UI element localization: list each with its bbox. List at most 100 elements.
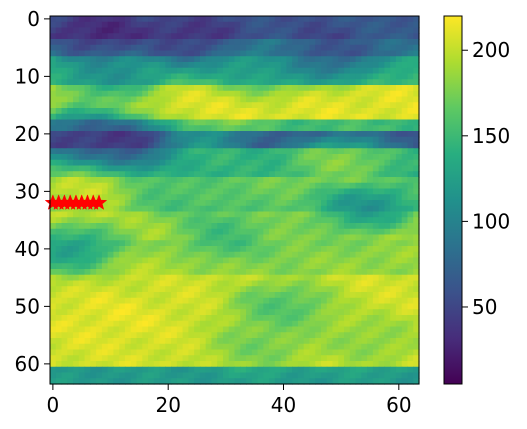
heatmap-cell	[246, 39, 253, 46]
heatmap-cell	[395, 67, 403, 75]
heatmap-cell	[395, 56, 403, 63]
heatmap-cell	[73, 315, 80, 322]
heatmap-cell	[107, 73, 115, 80]
heatmap-cell	[211, 366, 218, 374]
heatmap-cell	[107, 194, 115, 201]
heatmap-cell	[326, 217, 334, 224]
heatmap-cell	[274, 39, 282, 46]
heatmap-cell	[286, 263, 293, 270]
heatmap-cell	[130, 85, 138, 92]
heatmap-cell	[78, 67, 86, 75]
heatmap-cell	[50, 269, 57, 276]
heatmap-cell	[50, 90, 57, 98]
heatmap-cell	[119, 280, 126, 287]
heatmap-cell	[119, 50, 126, 57]
heatmap-cell	[263, 292, 270, 299]
heatmap-cell	[211, 16, 218, 23]
heatmap-cell	[78, 315, 86, 322]
heatmap-cell	[130, 292, 138, 299]
heatmap-cell	[349, 154, 357, 161]
heatmap-cell	[292, 125, 299, 132]
heatmap-cell	[142, 361, 149, 368]
heatmap-cell	[349, 366, 357, 374]
heatmap-cell	[90, 96, 97, 103]
heatmap-cell	[119, 33, 126, 40]
heatmap-cell	[378, 90, 386, 98]
heatmap-cell	[113, 182, 120, 190]
heatmap-cell	[165, 263, 172, 270]
heatmap-cell	[199, 177, 207, 184]
heatmap-cell	[78, 378, 86, 385]
heatmap-cell	[96, 113, 103, 121]
heatmap-cell	[292, 73, 299, 80]
heatmap-cell	[67, 292, 74, 299]
heatmap-cell	[263, 113, 270, 121]
heatmap-cell	[101, 44, 109, 52]
heatmap-cell	[182, 200, 189, 207]
heatmap-cell	[90, 217, 97, 224]
heatmap-cell	[297, 228, 305, 236]
heatmap-cell	[413, 320, 420, 328]
heatmap-cell	[217, 90, 224, 98]
heatmap-cell	[142, 125, 149, 132]
heatmap-cell	[67, 188, 74, 195]
heatmap-cell	[217, 44, 224, 52]
heatmap-cell	[315, 79, 322, 86]
heatmap-cell	[297, 62, 305, 69]
heatmap-cell	[217, 27, 224, 34]
heatmap-cell	[286, 73, 293, 80]
heatmap-cell	[332, 56, 339, 63]
heatmap-cell	[344, 194, 351, 201]
heatmap-cell	[246, 165, 253, 172]
heatmap-cell	[124, 102, 132, 109]
heatmap-cell	[96, 142, 103, 149]
heatmap-cell	[240, 274, 247, 282]
heatmap-cell	[361, 125, 368, 132]
heatmap-cell	[205, 194, 213, 201]
heatmap-cell	[130, 355, 138, 362]
heatmap-cell	[165, 50, 172, 57]
heatmap-cell	[251, 113, 259, 121]
heatmap-cell	[50, 355, 57, 362]
heatmap-cell	[372, 171, 380, 178]
heatmap-cell	[257, 171, 264, 178]
heatmap-cell	[130, 211, 138, 218]
heatmap-cell	[199, 205, 207, 213]
heatmap-cell	[171, 280, 178, 287]
heatmap-cell	[390, 73, 397, 80]
heatmap-cell	[217, 217, 224, 224]
heatmap-cell	[251, 211, 259, 218]
heatmap-cell	[395, 303, 403, 310]
heatmap-cell	[401, 113, 409, 121]
heatmap-cell	[309, 171, 316, 178]
heatmap-cell	[234, 355, 241, 362]
heatmap-cell	[246, 361, 253, 368]
heatmap-cell	[205, 240, 213, 247]
heatmap-cell	[153, 320, 161, 328]
heatmap-cell	[372, 240, 380, 247]
heatmap-cell	[286, 240, 293, 247]
heatmap-cell	[240, 309, 247, 316]
heatmap-cell	[390, 177, 397, 184]
heatmap-cell	[263, 79, 270, 86]
heatmap-cell	[240, 85, 247, 92]
heatmap-cell	[107, 108, 115, 115]
heatmap-cell	[84, 125, 91, 132]
heatmap-cell	[413, 303, 420, 310]
heatmap-cell	[320, 171, 328, 178]
heatmap-cell	[165, 355, 172, 362]
heatmap-cell	[101, 343, 109, 351]
heatmap-cell	[378, 338, 386, 345]
heatmap-cell	[320, 159, 328, 167]
heatmap-cell	[274, 188, 282, 195]
heatmap-cell	[367, 200, 374, 207]
heatmap-cell	[124, 303, 132, 310]
heatmap-cell	[297, 182, 305, 190]
heatmap-cell	[228, 366, 236, 374]
heatmap-cell	[390, 165, 397, 172]
heatmap-cell	[119, 27, 126, 34]
heatmap-cell	[130, 217, 138, 224]
heatmap-cell	[199, 90, 207, 98]
heatmap-cell	[320, 148, 328, 155]
heatmap-cell	[205, 79, 213, 86]
